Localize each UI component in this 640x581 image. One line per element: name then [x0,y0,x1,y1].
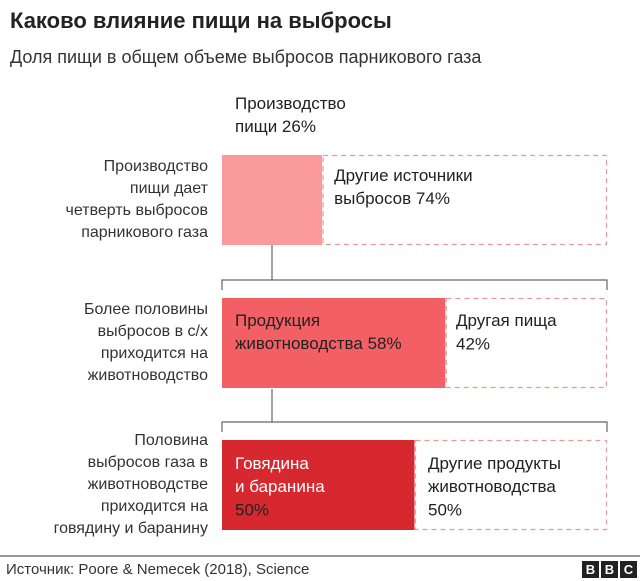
segment-name: Другие источники [334,166,473,185]
logo-box [601,561,618,578]
segment-label: Говядина [235,454,309,473]
value-label: 50% [235,500,269,519]
segment-name: животноводства [428,477,556,496]
value-label: 50% [428,500,462,519]
row-note: приходится на [101,345,208,362]
segment-name: выбросов [334,189,411,208]
logo-box [582,561,599,578]
logo-letter: B [586,562,595,577]
value-label: 26% [282,117,316,136]
row-note: Половина [134,432,208,449]
row-note: Производство [104,158,208,175]
segment-label: животноводства 58% [235,334,402,353]
segment-label: Другие источники [334,166,473,185]
segment-label: выбросов 74% [334,189,450,208]
row-note: парникового газа [81,224,208,241]
segment [445,297,608,389]
row-note: приходится на [101,498,208,515]
segment-name: пищи [235,117,277,136]
value-label: 74% [416,189,450,208]
connectors [221,244,608,432]
row-note: выбросов газа в [88,454,208,471]
source: Источник: Poore & Nemecek (2018), Scienc… [6,561,309,578]
segment-label: Производство [235,94,346,113]
value-label: 58% [368,334,402,353]
segment-label: Продукция [235,311,320,330]
segment [414,439,608,531]
segment-name: Продукция [235,311,320,330]
segment-label: Другая пища [456,311,557,330]
segment-name: и баранина [235,477,325,496]
connector [221,244,608,290]
row-note: пищи дает [130,180,209,197]
row-note: четверть выбросов [66,202,208,219]
row-note: выбросов в с/х [98,323,208,340]
row-note: животноводстве [88,476,208,493]
segment [222,298,446,388]
segment-label: и баранина [235,477,325,496]
segment-name: животноводства [235,334,363,353]
row-note: Более половины [84,301,208,318]
logo-letter: C [624,562,634,577]
value-label: 42% [456,334,490,353]
chart-title: Каково влияние пищи на выбросы [10,8,392,33]
segment-label: Другие продукты [428,454,561,473]
row-note: животноводство [88,367,208,384]
segment [222,440,415,530]
row-note: говядину и баранину [54,520,208,537]
segment [322,154,608,246]
segment-name: Другие продукты [428,454,561,473]
segment-name: Другая пища [456,311,557,330]
segment-name: Производство [235,94,346,113]
segment-label: пищи 26% [235,117,316,136]
segment [222,155,323,245]
logo-letter: B [605,562,614,577]
segment-label: животноводства [428,477,556,496]
logo-box [620,561,637,578]
connector [221,389,608,432]
segment-name: Говядина [235,454,309,473]
chart-subtitle: Доля пищи в общем объеме выбросов парник… [10,47,482,67]
